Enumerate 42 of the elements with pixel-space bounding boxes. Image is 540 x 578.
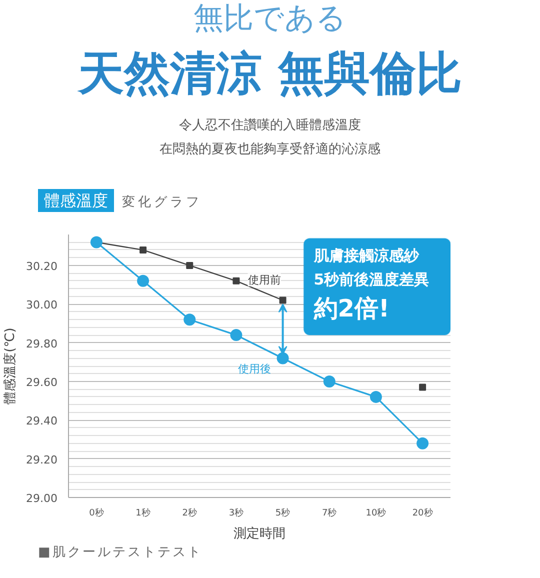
x-tick-label: 20秒 [412,508,433,518]
series-label: 使用後 [238,362,271,376]
annotation: 肌膚接觸涼感紗 [312,246,420,264]
y-tick-label: 29.40 [26,414,58,428]
text: ■肌クールテストテスト [37,544,202,562]
point [416,437,429,450]
x-tick-label: 3秒 [228,508,244,518]
y-tick-label: 30.00 [26,298,58,312]
y-tick-label: 29.60 [26,376,58,389]
x-tick-label: 1秒 [136,508,150,518]
series-label: 使用前 [248,273,281,286]
x-tick-label: 0秒 [89,508,104,518]
text: 無比である [192,0,348,38]
point [232,277,240,284]
y-tick-label: 29.00 [26,492,58,505]
x-tick-label: 10秒 [366,508,386,518]
y-tick-label: 29.20 [26,453,58,466]
point [140,246,147,254]
chart-title: 天然清涼 無與倫比 [76,45,463,102]
text: 體感溫度 [38,189,114,212]
annotation: 約2倍! [312,294,390,322]
point [184,314,196,326]
x-tick-label: 5秒 [275,508,290,518]
text: 変化グラフ [122,195,202,210]
y-tick-label: 29.80 [26,337,58,350]
point [323,375,336,388]
x-axis-title: 測定時間 [234,526,286,542]
y-tick-label: 30.20 [26,260,58,273]
point [230,329,242,342]
point [279,296,286,304]
y-axis-title: 體感溫度(℃) [2,328,18,404]
point [90,236,102,248]
point [186,262,194,269]
x-tick-label: 7秒 [322,508,337,518]
point [370,390,382,403]
point [419,384,426,391]
annotation: 5秒前後溫度差異 [314,270,430,288]
text: 在悶熱的夏夜也能夠享受舒適的沁涼感 [158,141,382,159]
chart-subtitle: 令人忍不住讚嘆的入睡體感溫度 [178,117,362,135]
point [137,274,150,287]
x-tick-label: 2秒 [182,508,197,518]
point [276,352,289,364]
